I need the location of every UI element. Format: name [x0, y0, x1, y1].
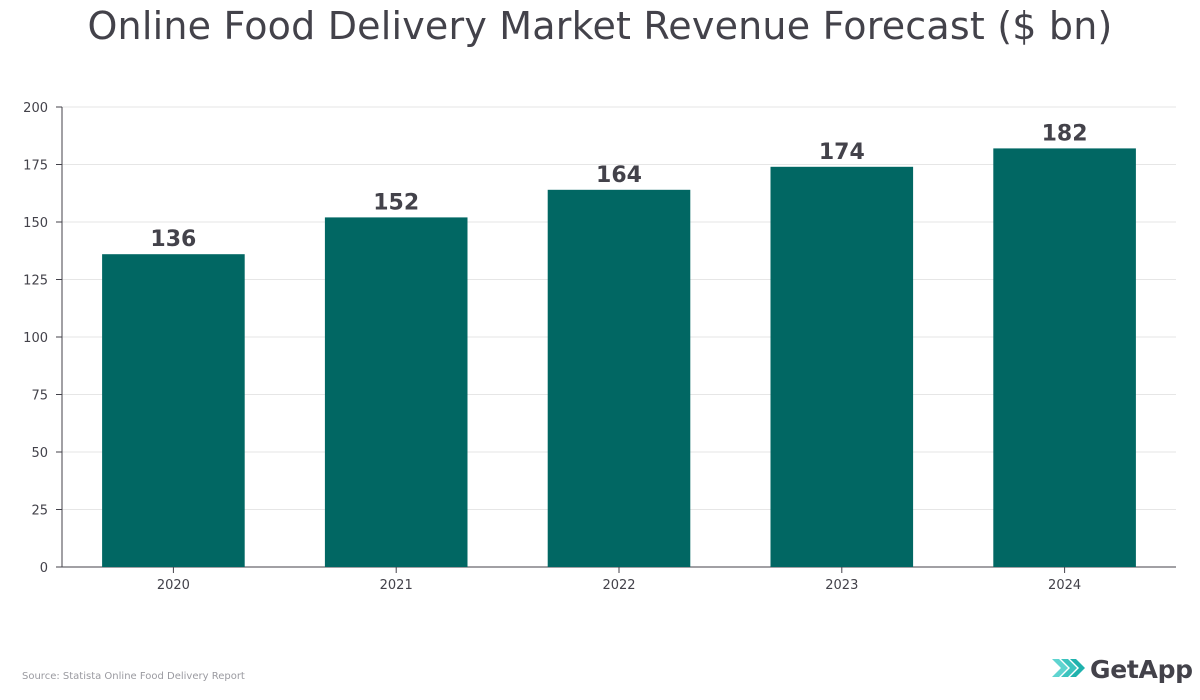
x-tick-labels: 2020 2021 2022 2023 2024 [157, 567, 1081, 593]
brand-name: GetApp [1090, 655, 1193, 684]
y-tick-label: 125 [23, 274, 48, 289]
y-tick-label: 0 [40, 561, 48, 576]
x-tick-label: 2024 [1048, 578, 1081, 593]
x-tick-label: 2023 [825, 578, 858, 593]
data-label: 164 [596, 163, 642, 188]
y-tick-label: 25 [31, 504, 48, 519]
y-tick-label: 200 [23, 101, 48, 116]
y-tick-label: 175 [23, 159, 48, 174]
y-tick-label: 50 [31, 446, 48, 461]
x-tick-label: 2020 [157, 578, 190, 593]
chart-title: Online Food Delivery Market Revenue Fore… [87, 4, 1113, 48]
y-tick-labels: 0 25 50 75 100 125 150 175 200 [23, 101, 62, 576]
chevrons-logo-icon [1052, 657, 1086, 683]
bar-2022 [547, 189, 691, 568]
y-tick-label: 100 [23, 331, 48, 346]
data-label: 136 [150, 227, 196, 252]
y-tick-label: 150 [23, 216, 48, 231]
bars [102, 148, 1136, 568]
data-label: 152 [373, 190, 419, 215]
data-labels: 136 152 164 174 182 [150, 121, 1087, 252]
bar-2020 [102, 254, 245, 567]
data-label: 174 [819, 140, 865, 165]
source-note: Source: Statista Online Food Delivery Re… [22, 671, 245, 682]
brand-logo: GetApp [1052, 655, 1193, 684]
bar-2024 [993, 148, 1136, 567]
y-tick-label: 75 [31, 389, 48, 404]
x-tick-label: 2021 [380, 578, 413, 593]
bar-2023 [770, 166, 914, 568]
data-label: 182 [1042, 121, 1088, 146]
x-tick-label: 2022 [602, 578, 635, 593]
bar-2021 [324, 217, 468, 567]
